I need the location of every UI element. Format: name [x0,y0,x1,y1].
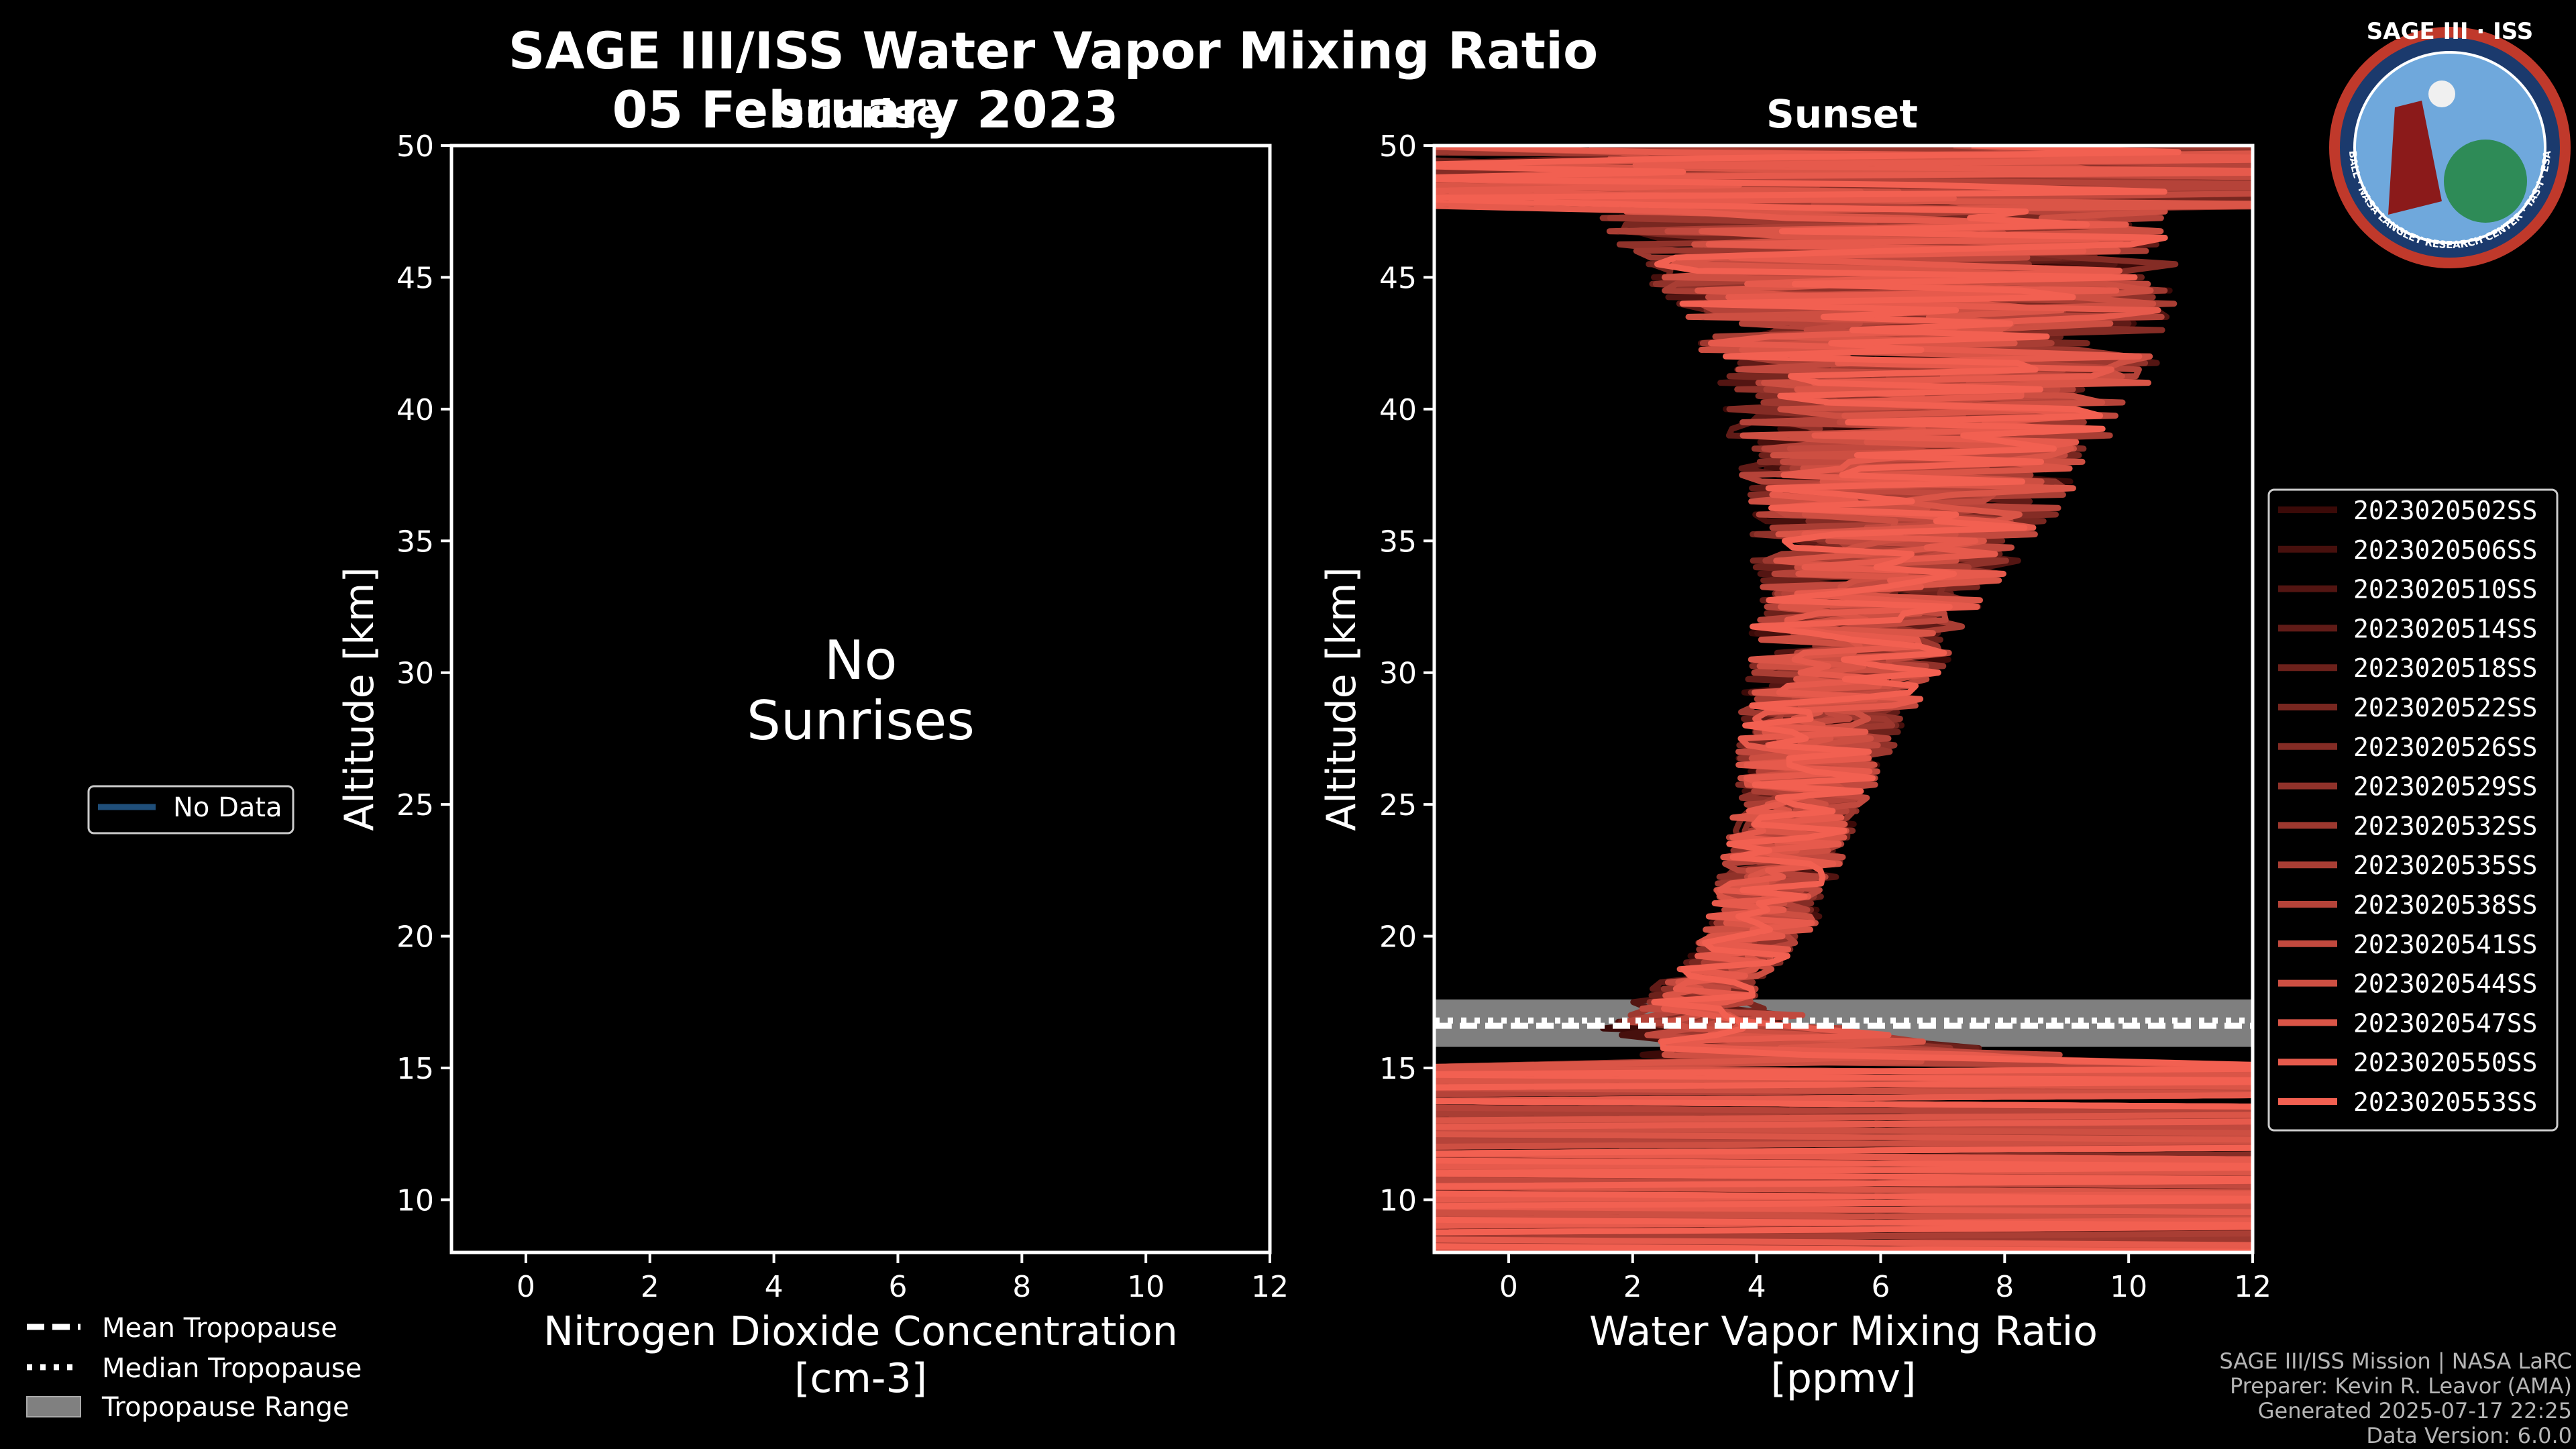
tropopause-legend: Mean Tropopause Median Tropopause Tropop… [26,1313,362,1423]
legend-label-2023020550SS: 2023020550SS [2353,1048,2538,1077]
sunset-x-tick-label: 4 [1748,1270,1766,1304]
sunrise-y-label: Altitude [km] [336,567,383,831]
sunset-y-tick-label: 45 [1379,261,1417,295]
sunrise-x-label: Nitrogen Dioxide Concentration [543,1308,1178,1355]
sunset-y-label: Altitude [km] [1318,567,1365,831]
sunset-x-tick-label: 8 [1995,1270,2014,1304]
sunrise-x-tick-label: 6 [888,1270,907,1304]
sunset-title: Sunset [1766,91,1918,137]
sunset-y-tick-label: 10 [1379,1183,1417,1218]
no-data-legend-label: No Data [173,792,282,823]
sunrise-x-tick-label: 0 [517,1270,535,1304]
sunset-y-tick-label: 25 [1379,788,1417,822]
legend-label-2023020518SS: 2023020518SS [2353,653,2538,683]
sunset-y-axis: 10 15 20 25 30 35 40 45 50 [1379,129,1434,1218]
sunrise-x-tick-label: 2 [641,1270,659,1304]
sunset-x-tick-label: 10 [2110,1270,2147,1304]
sunset-y-tick-label: 35 [1379,525,1417,559]
legend-label-2023020538SS: 2023020538SS [2353,890,2538,920]
legend-label-2023020547SS: 2023020547SS [2353,1008,2538,1038]
sunset-x-axis: 0 2 4 6 8 10 12 [1499,1252,2271,1304]
profile-line-2023020553SS [1434,146,2253,1252]
sunset-x-tick-label: 12 [2234,1270,2271,1304]
sunrise-title: Sunrise [777,91,943,137]
no-data-legend: No Data [87,785,294,835]
median-tropopause-label: Median Tropopause [102,1353,362,1384]
sage-iii-iss-logo: SAGE III · ISS BALL · NASA LANGLEY RESEA… [2329,18,2571,268]
sunrise-x-tick-label: 8 [1012,1270,1031,1304]
legend-label-2023020522SS: 2023020522SS [2353,693,2538,722]
credits: SAGE III/ISS Mission | NASA LaRC Prepare… [2219,1348,2572,1448]
sunrise-y-tick-label: 40 [396,393,434,427]
legend-label-2023020514SS: 2023020514SS [2353,614,2538,643]
sunrise-y-tick-label: 35 [396,525,434,559]
legend-label-2023020526SS: 2023020526SS [2353,733,2538,762]
credit-generated: Generated 2025-07-17 22:25 [2258,1398,2572,1424]
sunset-x-tick-label: 6 [1871,1270,1890,1304]
sunset-y-tick-label: 50 [1379,129,1417,164]
legend-label-2023020502SS: 2023020502SS [2353,496,2538,525]
sunrise-y-tick-label: 20 [396,920,434,955]
sunset-y-tick-label: 15 [1379,1052,1417,1086]
sunset-x-tick-label: 2 [1623,1270,1642,1304]
legend-label-2023020544SS: 2023020544SS [2353,969,2538,999]
credit-mission: SAGE III/ISS Mission | NASA LaRC [2219,1348,2572,1374]
credit-data-version: Data Version: 6.0.0 [2366,1423,2572,1448]
sunset-y-tick-label: 40 [1379,393,1417,427]
legend-label-2023020510SS: 2023020510SS [2353,575,2538,604]
sunrise-x-units: [cm-3] [794,1355,927,1402]
sunset-x-tick-label: 0 [1499,1270,1518,1304]
sunrise-no-data-line1: No [824,629,898,692]
sunrise-x-axis: 0 2 4 6 8 10 12 [517,1252,1289,1304]
sunset-x-units: [ppmv] [1771,1355,1917,1402]
logo-figure-icon [2388,101,2442,215]
legend-label-2023020529SS: 2023020529SS [2353,772,2538,802]
sunrise-x-tick-label: 4 [765,1270,784,1304]
sunset-legend-box [2267,488,2559,1132]
legend-label-2023020541SS: 2023020541SS [2353,930,2538,959]
credit-preparer: Preparer: Kevin R. Leavor (AMA) [2230,1373,2572,1399]
legend-label-2023020535SS: 2023020535SS [2353,851,2538,880]
sunrise-y-tick-label: 15 [396,1052,434,1086]
no-data-legend-box [87,785,294,835]
legend-label-2023020553SS: 2023020553SS [2353,1087,2538,1117]
sunrise-plot-area [449,144,1272,1254]
sunrise-panel: 10 15 20 25 30 35 40 45 50 0 2 4 6 8 10 12 No Sunrises… [336,129,1289,1402]
profile-line-2023020550SS [1434,146,2253,1248]
tropopause-range-swatch [26,1396,81,1417]
figure-date: 05 February 2023 [612,80,1119,140]
mean-tropopause-label: Mean Tropopause [102,1313,337,1344]
sunrise-y-axis: 10 15 20 25 30 35 40 45 50 [396,129,451,1218]
sunset-x-label: Water Vapor Mixing Ratio [1589,1308,2098,1355]
figure-title: SAGE III/ISS Water Vapor Mixing Ratio [508,21,1599,80]
legend-label-2023020532SS: 2023020532SS [2353,811,2538,841]
sunrise-y-tick-label: 10 [396,1183,434,1218]
sunrise-y-tick-label: 25 [396,788,434,822]
sunrise-x-tick-label: 10 [1127,1270,1165,1304]
sunrise-y-tick-label: 50 [396,129,434,164]
logo-earth-icon [2444,140,2527,223]
sunrise-y-tick-label: 45 [396,261,434,295]
sunset-y-tick-label: 20 [1379,920,1417,955]
sunrise-no-data-line2: Sunrises [747,690,975,752]
profile-line-2023020541SS [1434,146,2253,1236]
logo-moon-icon [2428,80,2455,107]
sunrise-x-tick-label: 12 [1251,1270,1289,1304]
sunset-plot-frame [1432,144,2255,1254]
logo-title: SAGE III · ISS [2367,18,2533,45]
legend-label-2023020506SS: 2023020506SS [2353,535,2538,565]
tropopause-range-label: Tropopause Range [101,1392,350,1423]
sunset-profiles [1434,146,2253,1252]
sunset-y-tick-label: 30 [1379,657,1417,691]
sunset-panel: 10 15 20 25 30 35 40 45 50 0 2 4 6 8 10 12 Altitude [k… [1318,129,2271,1402]
sunset-legend: 2023020502SS 2023020506SS 2023020510SS 2023… [2267,488,2559,1132]
sunrise-y-tick-label: 30 [396,657,434,691]
